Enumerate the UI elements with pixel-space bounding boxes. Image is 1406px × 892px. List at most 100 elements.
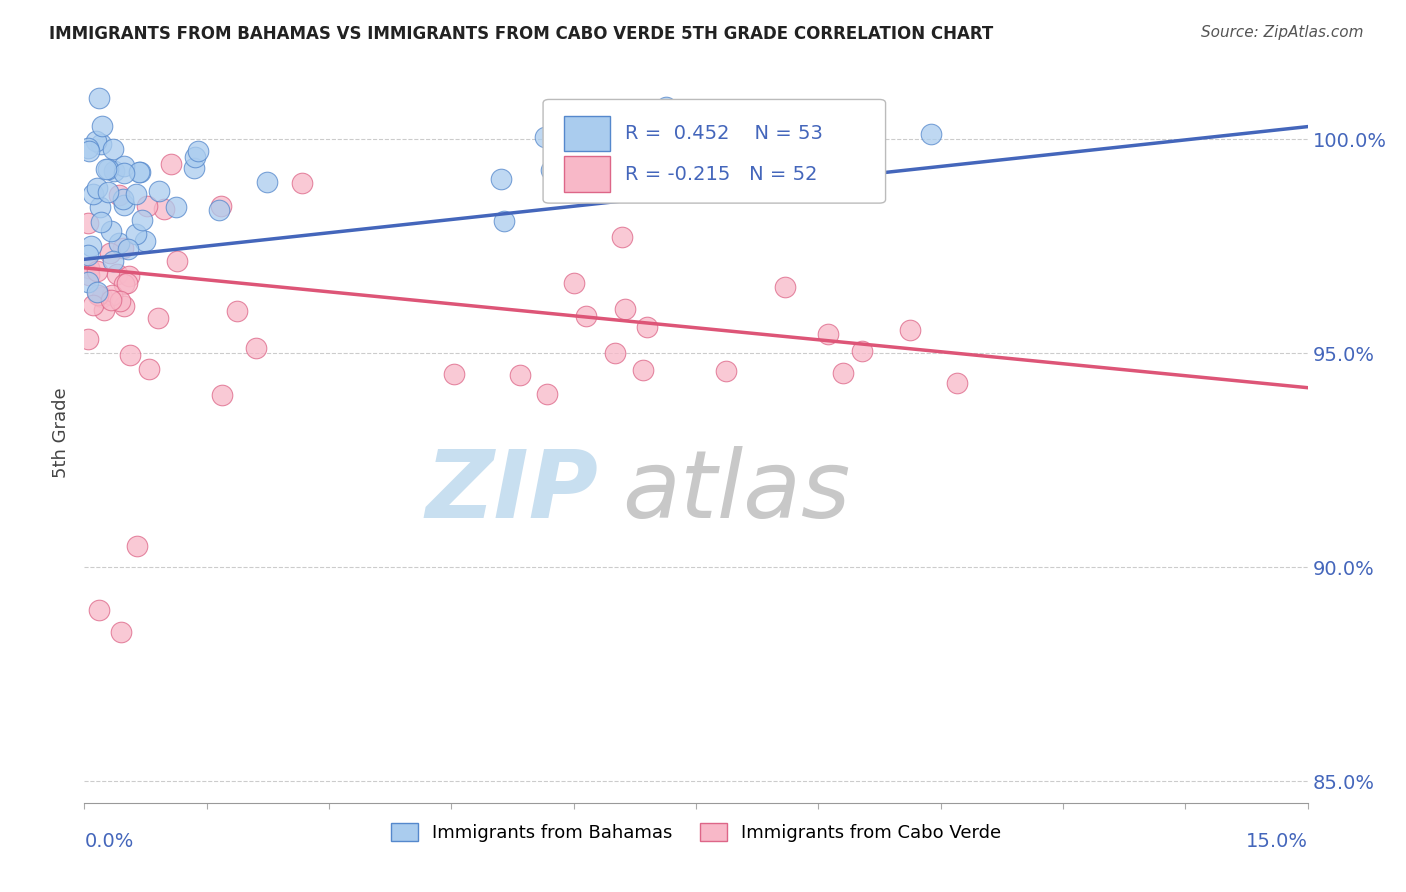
Point [131, 212, 153, 227]
Point [610, 230, 633, 244]
Y-axis label: 5th Grade: 5th Grade [52, 387, 70, 478]
Point [211, 388, 233, 402]
Point [489, 172, 512, 186]
Point [112, 166, 135, 180]
Point [291, 176, 314, 190]
Text: 15.0%: 15.0% [1246, 832, 1308, 852]
Point [77, 268, 100, 283]
Point [714, 364, 737, 378]
Point [112, 277, 135, 291]
Point [77, 260, 100, 275]
Point [548, 135, 571, 149]
Point [87, 287, 110, 301]
Point [86, 181, 108, 195]
Point [166, 254, 188, 268]
Text: 0.0%: 0.0% [84, 832, 134, 852]
Point [443, 368, 465, 382]
Point [125, 186, 148, 201]
Point [89, 603, 111, 617]
Point [100, 287, 122, 301]
Point [82, 186, 104, 201]
Point [695, 138, 717, 153]
Text: ZIP: ZIP [425, 446, 598, 538]
Point [77, 275, 100, 289]
Point [655, 100, 678, 114]
Point [624, 172, 647, 186]
Point [898, 323, 921, 337]
Point [138, 362, 160, 376]
Point [82, 298, 104, 312]
FancyBboxPatch shape [543, 99, 886, 203]
Point [256, 175, 278, 189]
Point [108, 236, 131, 251]
Point [534, 130, 557, 145]
Point [112, 159, 135, 173]
Point [741, 117, 763, 131]
Point [90, 215, 112, 229]
Point [105, 267, 128, 281]
Point [89, 201, 111, 215]
Text: R =  0.452    N = 53: R = 0.452 N = 53 [626, 124, 823, 143]
Point [226, 303, 249, 318]
Point [128, 164, 150, 178]
Point [97, 162, 120, 177]
Text: R = -0.215   N = 52: R = -0.215 N = 52 [626, 165, 817, 184]
Point [91, 119, 114, 133]
Point [184, 150, 207, 164]
Point [90, 137, 112, 152]
Point [146, 311, 169, 326]
Text: atlas: atlas [623, 446, 851, 537]
Point [562, 276, 585, 290]
Point [110, 624, 132, 639]
Point [100, 293, 122, 307]
Point [101, 142, 124, 156]
Point [107, 187, 129, 202]
Point [124, 227, 146, 241]
Point [183, 161, 205, 175]
Point [536, 387, 558, 401]
Point [77, 141, 100, 155]
Point [125, 539, 148, 553]
Point [111, 241, 134, 255]
Point [115, 277, 138, 291]
Point [77, 216, 100, 230]
Point [87, 91, 110, 105]
Point [920, 127, 942, 141]
Point [636, 319, 658, 334]
Point [136, 199, 159, 213]
Point [117, 242, 139, 256]
Point [86, 264, 108, 278]
Point [817, 327, 839, 342]
FancyBboxPatch shape [564, 116, 610, 152]
Point [80, 239, 103, 253]
Point [613, 301, 636, 316]
Point [111, 192, 134, 206]
Point [86, 285, 108, 300]
Point [110, 294, 132, 309]
Point [112, 198, 135, 212]
Point [773, 280, 796, 294]
Point [208, 203, 231, 218]
Point [84, 134, 107, 148]
Point [96, 161, 118, 176]
Point [631, 363, 654, 377]
Point [97, 185, 120, 199]
Point [165, 200, 187, 214]
Point [101, 253, 124, 268]
Point [851, 343, 873, 358]
Point [509, 368, 531, 383]
Point [492, 214, 515, 228]
Point [93, 302, 115, 317]
Point [540, 162, 562, 177]
Point [544, 161, 567, 175]
Point [118, 348, 141, 362]
Point [187, 144, 209, 158]
Point [128, 165, 150, 179]
Point [103, 164, 125, 178]
Point [77, 145, 100, 159]
Point [946, 376, 969, 391]
Point [831, 366, 853, 380]
Text: Source: ZipAtlas.com: Source: ZipAtlas.com [1201, 25, 1364, 40]
Legend: Immigrants from Bahamas, Immigrants from Cabo Verde: Immigrants from Bahamas, Immigrants from… [384, 815, 1008, 849]
Point [117, 268, 139, 283]
